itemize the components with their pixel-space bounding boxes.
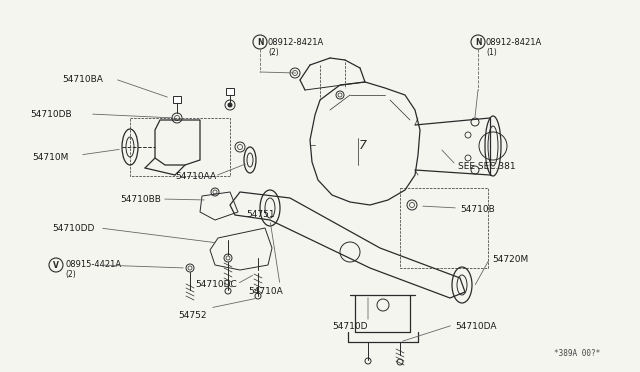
Text: 54720M: 54720M <box>492 255 528 264</box>
Text: 08915-4421A: 08915-4421A <box>65 260 121 269</box>
Text: 54752: 54752 <box>178 311 207 320</box>
Text: 08912-8421A: 08912-8421A <box>268 38 324 47</box>
Text: 54710DD: 54710DD <box>52 224 94 233</box>
Text: 54710DA: 54710DA <box>455 322 497 331</box>
Text: (2): (2) <box>65 270 76 279</box>
Circle shape <box>228 103 232 107</box>
Text: 54710BB: 54710BB <box>120 195 161 204</box>
Text: 54710B: 54710B <box>460 205 495 214</box>
Text: 08912-8421A: 08912-8421A <box>486 38 542 47</box>
FancyBboxPatch shape <box>226 88 234 95</box>
Text: 54751: 54751 <box>246 210 275 219</box>
Text: 54710D: 54710D <box>332 322 367 331</box>
Text: 54710DC: 54710DC <box>195 280 237 289</box>
Text: 54710A: 54710A <box>248 287 283 296</box>
Text: 54710AA: 54710AA <box>175 172 216 181</box>
Text: *389A 00?*: *389A 00?* <box>554 349 600 358</box>
Text: 7: 7 <box>359 138 367 151</box>
Text: N: N <box>475 38 481 46</box>
Text: 54710M: 54710M <box>32 153 68 162</box>
Text: SEE SEC.381: SEE SEC.381 <box>458 162 516 171</box>
Text: (1): (1) <box>486 48 497 57</box>
Text: N: N <box>257 38 263 46</box>
Text: 54710BA: 54710BA <box>62 75 103 84</box>
FancyBboxPatch shape <box>173 96 181 103</box>
Text: V: V <box>53 260 59 269</box>
Text: (2): (2) <box>268 48 279 57</box>
Text: 54710DB: 54710DB <box>30 110 72 119</box>
